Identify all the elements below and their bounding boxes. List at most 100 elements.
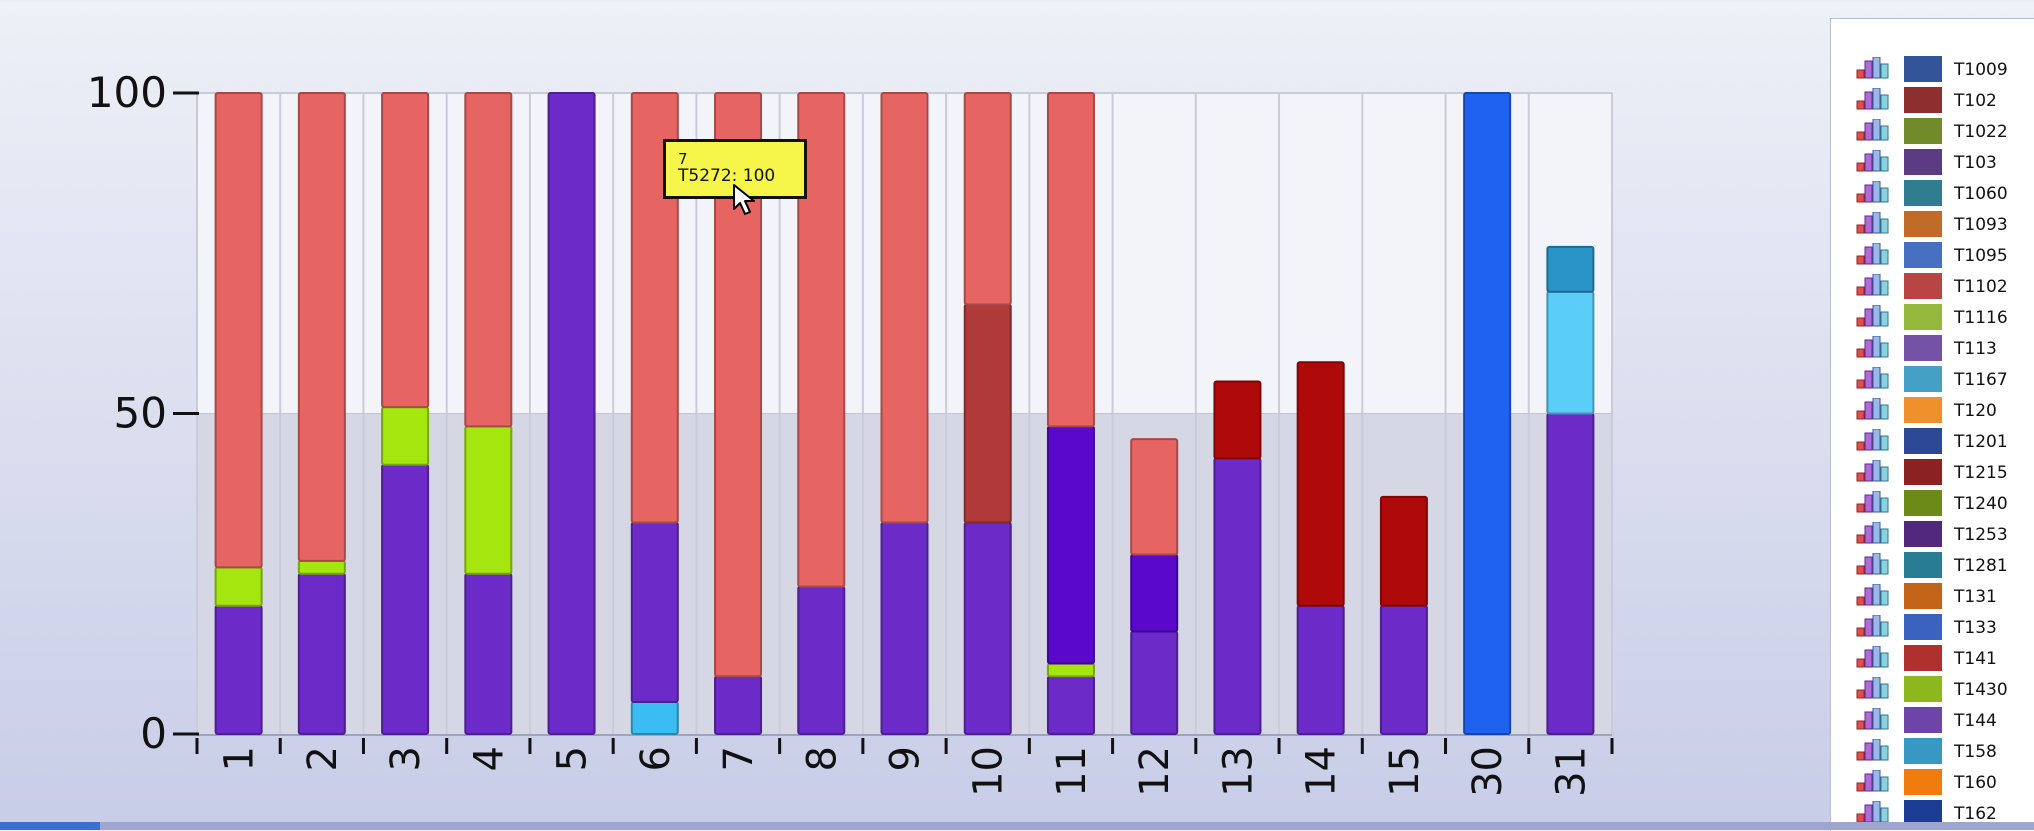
bar-segment[interactable]	[214, 92, 263, 569]
legend-item[interactable]: T120	[1831, 392, 2034, 423]
legend-item[interactable]: T141	[1831, 640, 2034, 671]
x-tick-label: 14	[1299, 746, 1345, 797]
bottom-tab[interactable]	[0, 822, 100, 830]
bar-segment[interactable]	[963, 303, 1012, 524]
legend-label: T1253	[1954, 525, 2008, 545]
legend-item[interactable]: T113	[1831, 330, 2034, 361]
legend-item[interactable]: T1253	[1831, 516, 2034, 547]
legend-item[interactable]: T1009	[1831, 51, 2034, 82]
legend-item[interactable]: T1240	[1831, 485, 2034, 516]
bar-segment[interactable]	[1046, 675, 1095, 735]
legend-swatch	[1904, 552, 1942, 578]
bar-segment[interactable]	[1296, 604, 1345, 735]
legend-item[interactable]: T1215	[1831, 454, 2034, 485]
bar-segment[interactable]	[1463, 92, 1512, 735]
bar-segment[interactable]	[464, 572, 513, 735]
bar-segment[interactable]	[297, 92, 346, 562]
bar-segment[interactable]	[1379, 604, 1428, 735]
bar-segment[interactable]	[1546, 412, 1595, 735]
bar-segment[interactable]	[381, 406, 430, 466]
legend-item[interactable]: T162	[1831, 795, 2034, 826]
x-axis-ticks: 1 2 3 4 5 6 7 8 9 10 11 12 13 14 15 30 31	[195, 738, 1614, 797]
bar-segment[interactable]	[797, 92, 846, 588]
legend-label: T1116	[1954, 308, 2008, 328]
legend-item[interactable]: T1102	[1831, 268, 2034, 299]
x-tick-label: 5	[550, 746, 596, 771]
bar-segment[interactable]	[880, 521, 929, 735]
bar-segment[interactable]	[714, 675, 763, 735]
legend-item[interactable]: T1430	[1831, 671, 2034, 702]
legend-item[interactable]: T1060	[1831, 175, 2034, 206]
legend-label: T131	[1954, 587, 1997, 607]
legend-swatch	[1904, 490, 1942, 516]
bar-segment[interactable]	[381, 92, 430, 409]
bar-segment[interactable]	[1213, 457, 1262, 735]
bar-segment[interactable]	[630, 700, 679, 736]
bar-segment[interactable]	[1130, 438, 1179, 556]
legend-item[interactable]: T131	[1831, 578, 2034, 609]
y-axis-ticks: 0 50 100	[87, 68, 199, 758]
legend-swatch	[1904, 366, 1942, 392]
bar-chart-icon	[1856, 614, 1890, 637]
legend-swatch	[1904, 149, 1942, 175]
x-tick-label: 30	[1465, 746, 1511, 797]
legend-label: T1167	[1954, 370, 2008, 390]
bar-chart-icon	[1856, 521, 1890, 544]
legend-label: T162	[1954, 804, 1997, 824]
legend-item[interactable]: T1022	[1831, 113, 2034, 144]
bar-segment[interactable]	[630, 92, 679, 524]
bar-chart-icon	[1856, 583, 1890, 606]
bar-chart-icon	[1856, 211, 1890, 234]
bar-segment[interactable]	[1296, 361, 1345, 607]
bar-segment[interactable]	[464, 92, 513, 428]
bar-segment[interactable]	[880, 92, 929, 524]
y-tick-label: 100	[87, 68, 167, 117]
bar-segment[interactable]	[1130, 553, 1179, 633]
legend-item[interactable]: T1095	[1831, 237, 2034, 268]
bar-segment[interactable]	[1130, 630, 1179, 735]
bar-segment[interactable]	[1046, 425, 1095, 665]
bar-segment[interactable]	[1546, 245, 1595, 293]
tooltip-value: T5272: 100	[678, 166, 776, 186]
x-tick-label: 1	[217, 746, 263, 771]
legend-item[interactable]: T1116	[1831, 299, 2034, 330]
bar-segment[interactable]	[297, 559, 346, 575]
legend-swatch	[1904, 87, 1942, 113]
legend-item[interactable]: T144	[1831, 702, 2034, 733]
legend-item[interactable]: T1201	[1831, 423, 2034, 454]
bottom-scrollbar[interactable]	[0, 822, 2034, 830]
x-tick-label: 8	[799, 746, 845, 771]
bar-segment[interactable]	[464, 425, 513, 575]
legend-item[interactable]: T1093	[1831, 206, 2034, 237]
bar-segment[interactable]	[1046, 92, 1095, 428]
legend-item[interactable]: T1167	[1831, 361, 2034, 392]
legend-item[interactable]: T160	[1831, 764, 2034, 795]
bar-segment[interactable]	[797, 585, 846, 735]
legend-item[interactable]: T1281	[1831, 547, 2034, 578]
bar-segment[interactable]	[214, 604, 263, 735]
legend-label: T113	[1954, 339, 1997, 359]
bar-segment[interactable]	[297, 572, 346, 735]
bar-segment[interactable]	[547, 92, 596, 735]
bar-segment[interactable]	[714, 92, 763, 678]
legend-swatch	[1904, 738, 1942, 764]
bar-segment[interactable]	[630, 521, 679, 703]
bar-segment[interactable]	[214, 566, 263, 607]
legend-label: T1201	[1954, 432, 2008, 452]
bar-segment[interactable]	[381, 463, 430, 735]
legend-item[interactable]: T102	[1831, 82, 2034, 113]
bar-segment[interactable]	[963, 521, 1012, 735]
legend-label: T1095	[1954, 246, 2008, 266]
bar-segment[interactable]	[1046, 662, 1095, 678]
legend-item[interactable]: T103	[1831, 144, 2034, 175]
bar-segment[interactable]	[1546, 290, 1595, 415]
legend-swatch	[1904, 769, 1942, 795]
x-tick-label: 12	[1132, 746, 1178, 797]
legend-item[interactable]: T158	[1831, 733, 2034, 764]
legend-label: T120	[1954, 401, 1997, 421]
bar-segment[interactable]	[1213, 380, 1262, 460]
legend-item[interactable]: T133	[1831, 609, 2034, 640]
x-tick-label: 13	[1215, 746, 1261, 797]
bar-segment[interactable]	[963, 92, 1012, 306]
bar-segment[interactable]	[1379, 495, 1428, 607]
